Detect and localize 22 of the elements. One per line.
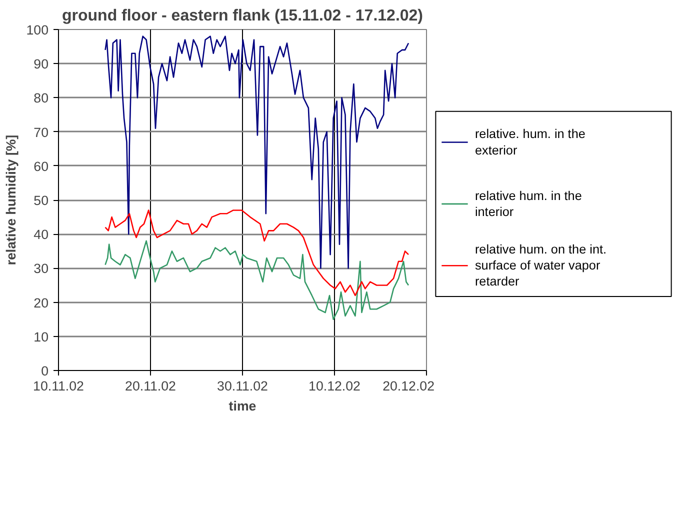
y-tick-label: 80	[34, 90, 49, 106]
y-tick-label: 90	[34, 56, 49, 72]
y-tick-label: 100	[26, 22, 49, 38]
y-tick-label: 60	[34, 158, 49, 174]
legend-label: relative hum. in the interior	[474, 188, 582, 219]
y-tick-label: 40	[34, 227, 49, 242]
y-tick-label: 10	[34, 329, 49, 344]
y-tick-label: 30	[34, 261, 49, 276]
x-tick-label: 30.11.02	[217, 378, 268, 394]
y-tick-label: 20	[34, 295, 49, 310]
legend-label: relative. hum. in the exterior	[474, 127, 586, 158]
x-tick-label: 20.11.02	[125, 378, 176, 394]
y-tick-label: 0	[41, 364, 49, 378]
legend-label: relative hum. on the int. surface of water vapor retarder	[474, 242, 607, 289]
x-tick-label: 10.12.02	[308, 378, 360, 394]
x-axis-title: time	[228, 398, 256, 414]
y-tick-label: 50	[34, 193, 49, 208]
y-tick-label: 70	[34, 124, 49, 140]
x-tick-label: 20.12.02	[382, 378, 435, 394]
y-axis-title: relative humidity [%]	[3, 134, 18, 266]
x-tick-label: 10.11.02	[33, 378, 84, 394]
chart-title: ground floor - eastern flank (15.11.02 - 17.12.02)	[62, 8, 424, 24]
